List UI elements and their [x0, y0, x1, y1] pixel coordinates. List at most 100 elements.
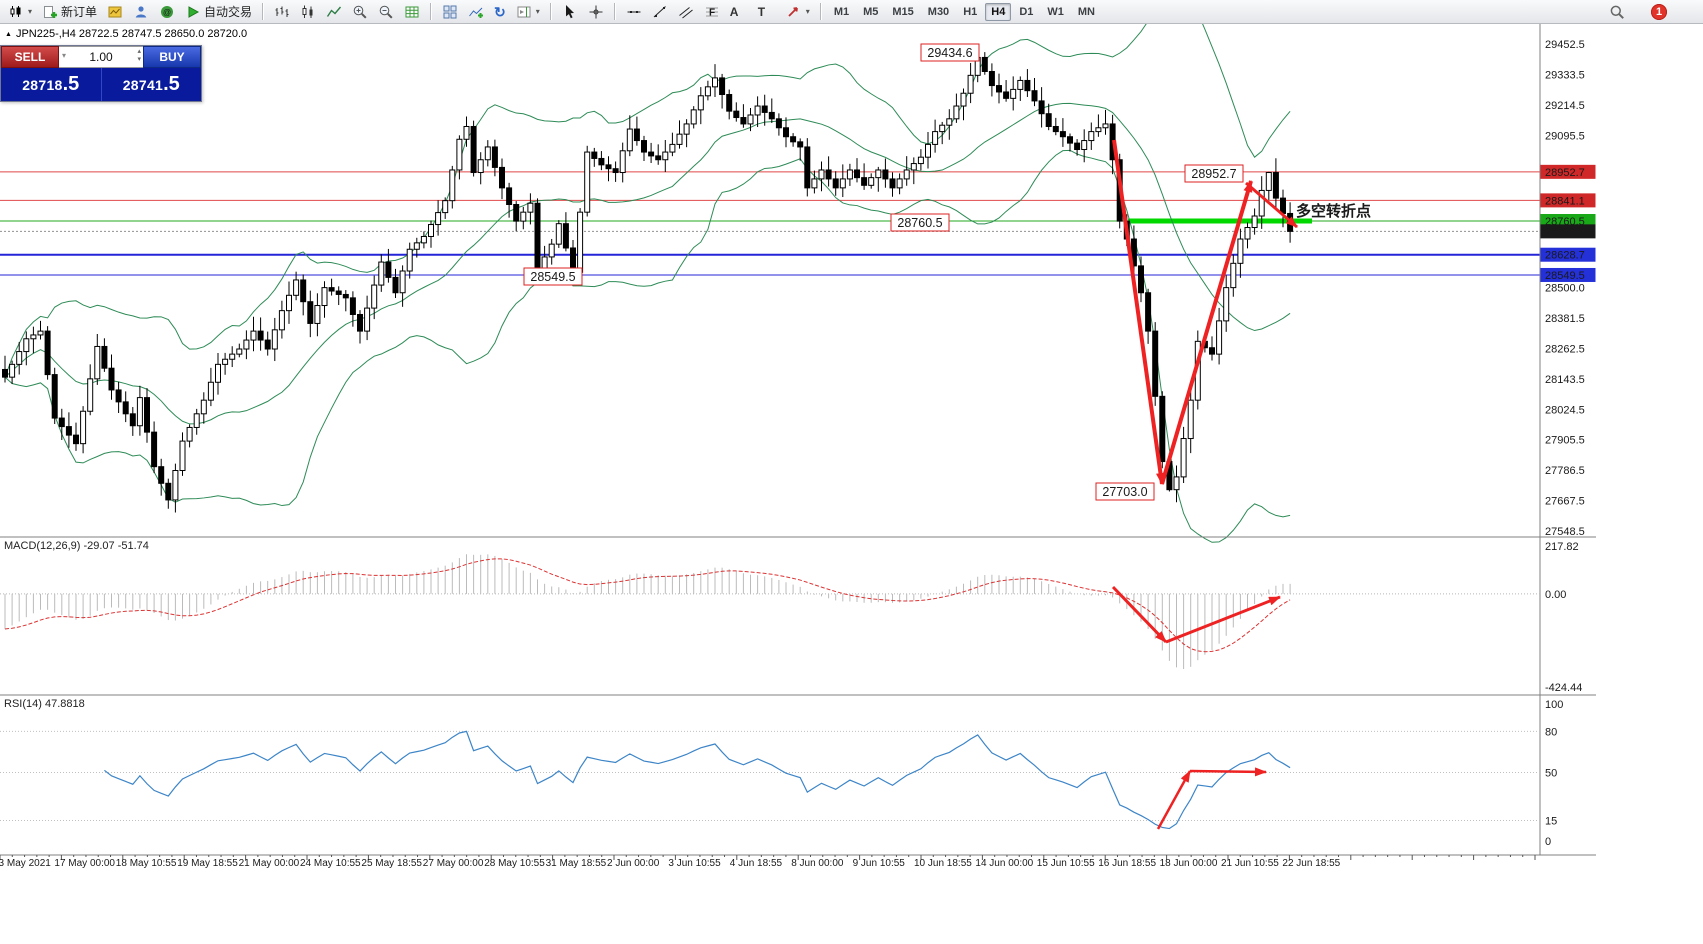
price-axis-badge — [1540, 224, 1596, 239]
time-axis-label: 31 May 18:55 — [546, 858, 607, 869]
market-watch-button[interactable] — [103, 1, 127, 23]
accounts-button[interactable] — [129, 1, 153, 23]
price-annotation-box[interactable] — [1184, 164, 1244, 183]
price-annotation-box[interactable] — [523, 267, 583, 286]
horizontal-line-tool[interactable] — [622, 1, 646, 23]
timeframe-w1[interactable]: W1 — [1047, 5, 1064, 18]
chart-area[interactable]: 29434.6 28952.7 28760.5 28549.5 27703.0 多空转折点… — [0, 24, 1596, 873]
macd-axis-label: -424.44 — [1545, 682, 1582, 694]
price-axis-label: 29214.5 — [1545, 100, 1585, 112]
new-order-button[interactable]: 新订单 — [38, 1, 101, 23]
label-tool[interactable]: T — [757, 4, 766, 19]
price-axis-label: 28262.5 — [1545, 343, 1585, 355]
macd-axis-label: 217.82 — [1545, 541, 1579, 553]
time-axis-label: 10 Jun 18:55 — [914, 858, 972, 869]
timeframe-m15[interactable]: M15 — [892, 5, 914, 18]
time-axis-label: 28 May 10:55 — [484, 858, 545, 869]
time-axis-label: 2 Jun 00:00 — [607, 858, 660, 869]
trendline-tool[interactable] — [648, 1, 672, 23]
price-annotation-box[interactable] — [1095, 482, 1155, 501]
trend-arrow[interactable] — [1160, 180, 1253, 485]
price-axis-label: 28024.5 — [1545, 404, 1585, 416]
timeframe-m1[interactable]: M1 — [833, 5, 850, 18]
new-chart-button[interactable]: ▾ — [4, 1, 36, 23]
volume-spinner[interactable]: ▴ ▾ — [137, 48, 141, 64]
rsi-label: RSI(14) 47.8818 — [4, 698, 85, 710]
toolbar: ▾ 新订单 @ — [0, 0, 1703, 24]
tile-windows-button[interactable] — [438, 1, 462, 23]
toolbar-separator — [549, 3, 552, 20]
time-axis-label: 16 Jun 18:55 — [1098, 858, 1156, 869]
crosshair-button[interactable] — [584, 1, 608, 23]
price-axis-badge — [1540, 267, 1596, 282]
add-indicator-button[interactable] — [464, 1, 488, 23]
volume-stepper[interactable]: ▾ 1.00 ▴ ▾ — [59, 46, 143, 68]
sell-price-int: 28718 — [22, 77, 63, 93]
rsi-arrow[interactable] — [1156, 770, 1192, 830]
search-button[interactable] — [1605, 1, 1629, 23]
timeframe-mn[interactable]: MN — [1077, 5, 1095, 18]
timeframe-m30[interactable]: M30 — [927, 5, 950, 18]
community-button[interactable]: @ — [155, 1, 179, 23]
price-axis-badge — [1540, 247, 1596, 262]
timeframe-h4[interactable]: H4 — [985, 2, 1012, 21]
timeframe-d1[interactable]: D1 — [1019, 5, 1034, 18]
fibonacci-tool[interactable]: F — [700, 1, 724, 23]
sell-price[interactable]: 28718 .5 — [1, 68, 101, 101]
price-axis-label: 27667.5 — [1545, 496, 1585, 508]
trend-arrow[interactable] — [1245, 181, 1298, 229]
notification-badge[interactable]: 1 — [1651, 3, 1667, 20]
zoom-in-button[interactable] — [348, 1, 372, 23]
shapes-tool[interactable]: ▾ — [782, 1, 814, 23]
trend-arrow[interactable] — [1112, 139, 1165, 485]
buy-button[interactable]: BUY — [143, 46, 201, 68]
price-divider — [100, 68, 102, 101]
hline-icon — [627, 10, 641, 13]
new-order-label: 新订单 — [61, 5, 98, 19]
rsi-axis-label: 15 — [1545, 815, 1557, 827]
cursor-button[interactable] — [558, 1, 582, 23]
account-icon — [135, 5, 147, 17]
macd-arrow[interactable] — [1111, 585, 1168, 644]
chart-shift-button[interactable]: ▾ — [512, 1, 544, 23]
candles — [2, 48, 1294, 513]
channel-tool[interactable] — [674, 1, 698, 23]
sell-button[interactable]: SELL — [1, 46, 59, 68]
candle-chart-button[interactable] — [296, 1, 320, 23]
price-axis-badge-text: 28628.7 — [1545, 250, 1585, 262]
main-pane: 29434.6 28952.7 28760.5 28549.5 27703.0 多空转折点 — [0, 24, 1540, 543]
time-axis-label: 21 Jun 10:55 — [1221, 858, 1279, 869]
buy-price[interactable]: 28741 .5 — [102, 68, 202, 101]
auto-scroll-button[interactable]: ↻ — [490, 1, 510, 23]
timeframe-h1[interactable]: H1 — [963, 5, 978, 18]
price-annotation-text: 29434.6 — [927, 46, 972, 60]
grid-button[interactable] — [400, 1, 424, 23]
spinner-up-icon: ▴ — [137, 48, 141, 55]
time-axis-label: 3 Jun 10:55 — [668, 858, 721, 869]
rsi-arrow[interactable] — [1189, 767, 1267, 777]
channel-icon — [678, 6, 693, 18]
zoom-out-button[interactable] — [374, 1, 398, 23]
price-axis-badge — [1540, 193, 1596, 208]
text-tool[interactable]: A — [729, 4, 739, 19]
rsi-axis-label: 80 — [1545, 726, 1557, 738]
price-annotation-text: 28549.5 — [530, 270, 575, 284]
time-axis-label: 4 Jun 18:55 — [730, 858, 783, 869]
volume-value: 1.00 — [89, 50, 113, 64]
rsi-axis-label: 0 — [1545, 836, 1551, 848]
rsi-line — [104, 730, 1291, 830]
bar-chart-button[interactable] — [270, 1, 294, 23]
price-axis-label: 27905.5 — [1545, 435, 1585, 447]
auto-trading-button[interactable]: 自动交易 — [181, 1, 256, 23]
price-axis-label: 29452.5 — [1545, 39, 1585, 51]
toolbar-separator — [262, 3, 265, 20]
macd-arrow[interactable] — [1165, 595, 1281, 644]
timeframe-m5[interactable]: M5 — [863, 5, 879, 18]
pivot-label[interactable]: 多空转折点 — [1296, 202, 1371, 220]
line-chart-button[interactable] — [322, 1, 346, 23]
price-annotation-box[interactable] — [890, 213, 950, 232]
symbol-ohlc-text: JPN225-,H4 28722.5 28747.5 28650.0 28720… — [15, 28, 248, 40]
price-annotation-box[interactable] — [920, 43, 980, 62]
bollinger-lower — [4, 149, 1291, 543]
pane-marker-icon: ▲ — [5, 30, 12, 38]
